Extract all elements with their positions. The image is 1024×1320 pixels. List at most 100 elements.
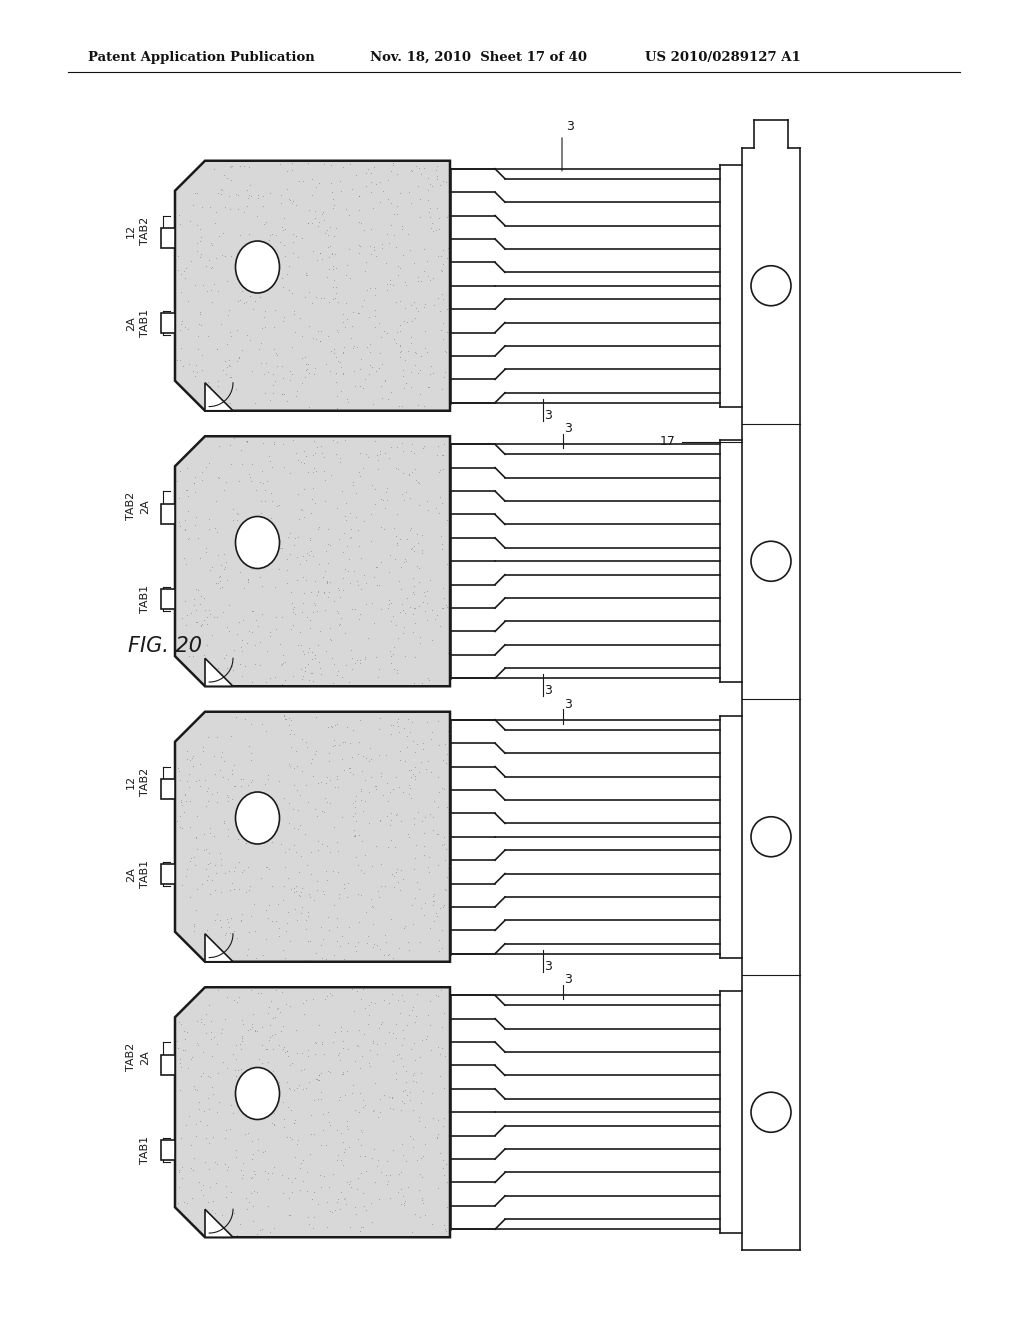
Point	[268, 355, 285, 376]
Point	[420, 180, 436, 201]
Point	[402, 441, 419, 462]
Point	[309, 1068, 326, 1089]
Point	[301, 1072, 317, 1093]
Point	[379, 223, 395, 244]
Point	[360, 750, 377, 771]
Point	[293, 1152, 309, 1173]
Point	[221, 348, 238, 370]
Point	[274, 276, 291, 297]
Point	[394, 244, 411, 265]
Point	[434, 834, 451, 855]
Point	[213, 1023, 229, 1044]
Point	[284, 737, 300, 758]
Point	[416, 157, 432, 178]
Point	[419, 490, 435, 511]
Point	[371, 574, 387, 595]
Point	[328, 347, 344, 368]
Point	[439, 721, 456, 742]
Point	[220, 787, 237, 808]
Point	[242, 330, 258, 351]
Point	[314, 948, 331, 969]
Point	[220, 355, 237, 376]
Point	[323, 341, 339, 362]
Point	[337, 1084, 353, 1105]
Point	[221, 861, 238, 882]
Point	[294, 1043, 310, 1064]
Point	[307, 201, 324, 222]
Point	[242, 466, 258, 487]
Point	[233, 1027, 250, 1048]
Point	[281, 792, 297, 813]
Point	[347, 1100, 364, 1121]
Point	[198, 541, 214, 562]
Point	[352, 709, 369, 730]
Point	[392, 1002, 409, 1023]
Point	[294, 760, 310, 781]
Point	[370, 935, 386, 956]
Point	[207, 909, 223, 931]
Point	[262, 1027, 279, 1048]
Point	[323, 154, 339, 176]
Point	[373, 1162, 389, 1183]
Point	[293, 659, 309, 680]
Point	[230, 348, 247, 370]
Point	[247, 921, 263, 942]
Point	[387, 236, 403, 257]
Point	[391, 741, 408, 762]
Point	[355, 1097, 372, 1118]
Point	[327, 1022, 343, 1043]
Point	[217, 862, 233, 883]
Point	[302, 616, 318, 638]
Point	[396, 645, 413, 667]
Point	[378, 1164, 394, 1185]
Point	[422, 269, 438, 290]
Point	[379, 805, 395, 826]
Point	[420, 669, 436, 690]
Point	[199, 920, 215, 941]
Point	[307, 570, 324, 591]
Point	[344, 659, 360, 680]
Point	[371, 1016, 387, 1038]
Point	[273, 1164, 290, 1185]
Point	[252, 286, 268, 308]
Point	[223, 907, 240, 928]
Point	[391, 776, 408, 797]
Point	[210, 657, 226, 678]
Point	[400, 1005, 417, 1026]
Point	[326, 194, 342, 215]
Point	[179, 1022, 196, 1043]
Point	[188, 1080, 205, 1101]
Point	[432, 615, 449, 636]
Point	[322, 1061, 338, 1082]
Point	[433, 445, 450, 466]
Point	[232, 1059, 249, 1080]
Point	[347, 507, 364, 528]
Polygon shape	[175, 987, 450, 1237]
Point	[170, 1159, 186, 1180]
Point	[281, 280, 297, 301]
Point	[318, 766, 335, 787]
Point	[394, 366, 411, 387]
Point	[333, 1122, 349, 1143]
Point	[337, 558, 353, 579]
Point	[203, 280, 219, 301]
Point	[279, 560, 295, 581]
Point	[330, 292, 346, 313]
Point	[209, 1034, 225, 1055]
Point	[171, 1162, 187, 1183]
Point	[368, 300, 384, 321]
Point	[202, 853, 218, 874]
Point	[266, 1156, 283, 1177]
Point	[303, 863, 319, 884]
Point	[239, 432, 255, 453]
Point	[395, 1019, 412, 1040]
Point	[412, 557, 428, 578]
Point	[260, 1168, 276, 1189]
Point	[210, 182, 226, 203]
Point	[275, 235, 292, 256]
Point	[296, 478, 312, 499]
Point	[198, 838, 214, 859]
Point	[399, 341, 416, 362]
Point	[426, 883, 442, 904]
Point	[279, 1041, 295, 1063]
